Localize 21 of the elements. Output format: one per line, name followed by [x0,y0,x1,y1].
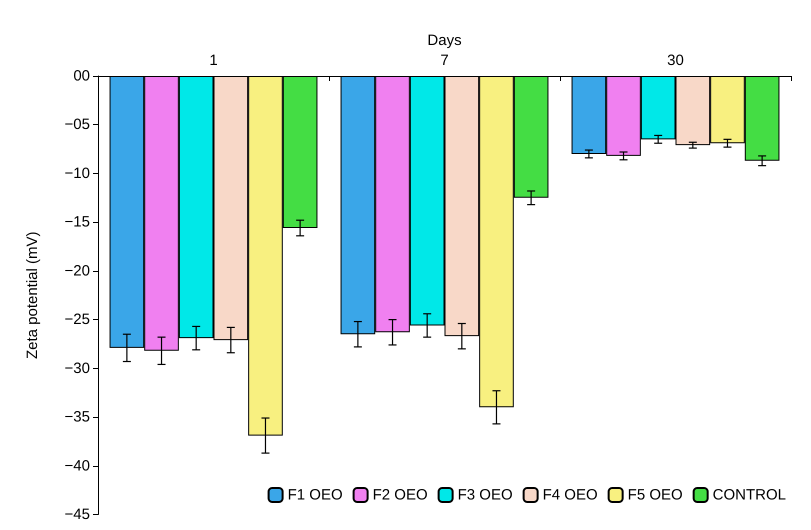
legend-label: F1 OEO [288,486,343,504]
y-tick-label: −40 [64,457,90,474]
y-tick-label: −05 [64,116,90,134]
legend-label: F5 OEO [628,486,683,504]
y-tick-label: −30 [64,360,90,377]
legend-label: CONTROL [712,486,786,504]
y-tick-label: 00 [73,68,90,84]
y-tick-label: −25 [64,311,90,328]
y-tick-label: −20 [64,262,90,280]
x-axis-title: Days [427,32,462,49]
x-tick-label: 1 [209,52,218,69]
legend-label: F2 OEO [372,486,428,504]
y-tick-label: −10 [64,164,90,182]
x-tick-label: 30 [667,52,684,69]
x-tick-label: 7 [440,52,449,69]
legend-label: F3 OEO [458,486,513,504]
y-tick-label: −35 [64,408,90,426]
y-axis-title: Zeta potential (mV) [24,231,41,360]
y-tick-label: −45 [64,506,90,523]
legend-label: F4 OEO [542,486,598,504]
y-tick-label: −15 [64,214,90,231]
